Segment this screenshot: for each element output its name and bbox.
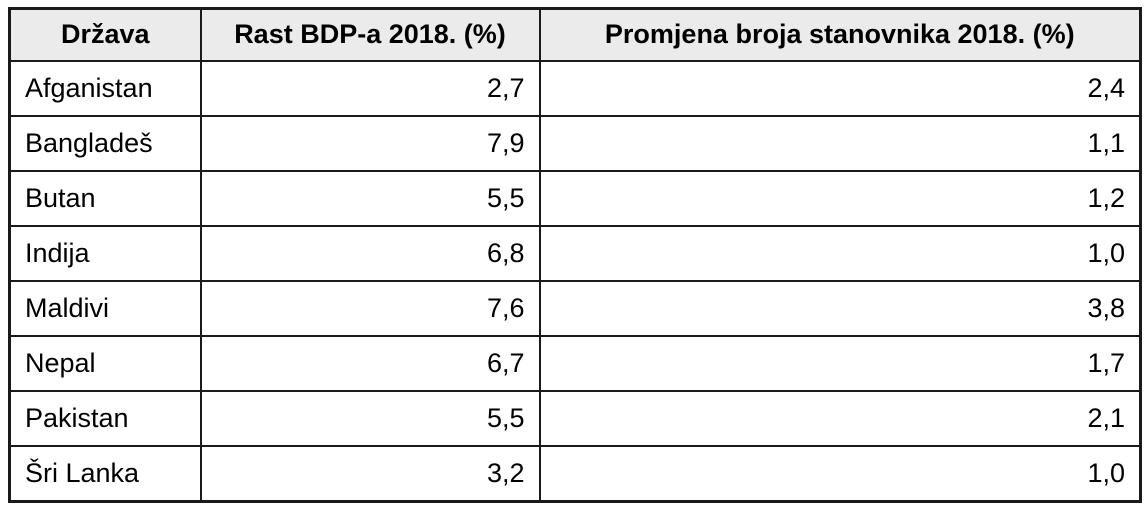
pop-change-cell: 1,0 (538, 225, 1142, 282)
gdp-cell: 3,2 (199, 445, 541, 503)
pop-change-cell: 2,4 (538, 60, 1142, 117)
gdp-cell: 2,7 (199, 60, 541, 117)
country-cell: Indija (8, 225, 202, 282)
table-row: Indija 6,8 1,0 (8, 225, 1142, 282)
pop-change-cell: 3,8 (538, 280, 1142, 337)
gdp-cell: 7,6 (199, 280, 541, 337)
country-cell: Šri Lanka (8, 445, 202, 503)
country-cell: Pakistan (8, 390, 202, 447)
gdp-cell: 5,5 (199, 170, 541, 227)
pop-change-cell: 1,0 (538, 445, 1142, 503)
header-country: Država (8, 7, 202, 62)
table-row: Maldivi 7,6 3,8 (8, 280, 1142, 337)
gdp-cell: 6,8 (199, 225, 541, 282)
pop-change-cell: 1,7 (538, 335, 1142, 392)
table-row: Nepal 6,7 1,7 (8, 335, 1142, 392)
pop-change-cell: 1,2 (538, 170, 1142, 227)
gdp-cell: 7,9 (199, 115, 541, 172)
table-row: Bangladeš 7,9 1,1 (8, 115, 1142, 172)
header-gdp-growth: Rast BDP-a 2018. (%) (199, 7, 541, 62)
table-row: Butan 5,5 1,2 (8, 170, 1142, 227)
country-stats-table: Država Rast BDP-a 2018. (%) Promjena bro… (8, 7, 1142, 503)
country-cell: Butan (8, 170, 202, 227)
table-row: Afganistan 2,7 2,4 (8, 60, 1142, 117)
header-population-change: Promjena broja stanovnika 2018. (%) (538, 7, 1142, 62)
table-row: Pakistan 5,5 2,1 (8, 390, 1142, 447)
pop-change-cell: 2,1 (538, 390, 1142, 447)
gdp-cell: 6,7 (199, 335, 541, 392)
table-row: Šri Lanka 3,2 1,0 (8, 445, 1142, 503)
country-cell: Afganistan (8, 60, 202, 117)
pop-change-cell: 1,1 (538, 115, 1142, 172)
gdp-cell: 5,5 (199, 390, 541, 447)
country-cell: Bangladeš (8, 115, 202, 172)
country-cell: Nepal (8, 335, 202, 392)
country-cell: Maldivi (8, 280, 202, 337)
table-header-row: Država Rast BDP-a 2018. (%) Promjena bro… (8, 7, 1142, 62)
